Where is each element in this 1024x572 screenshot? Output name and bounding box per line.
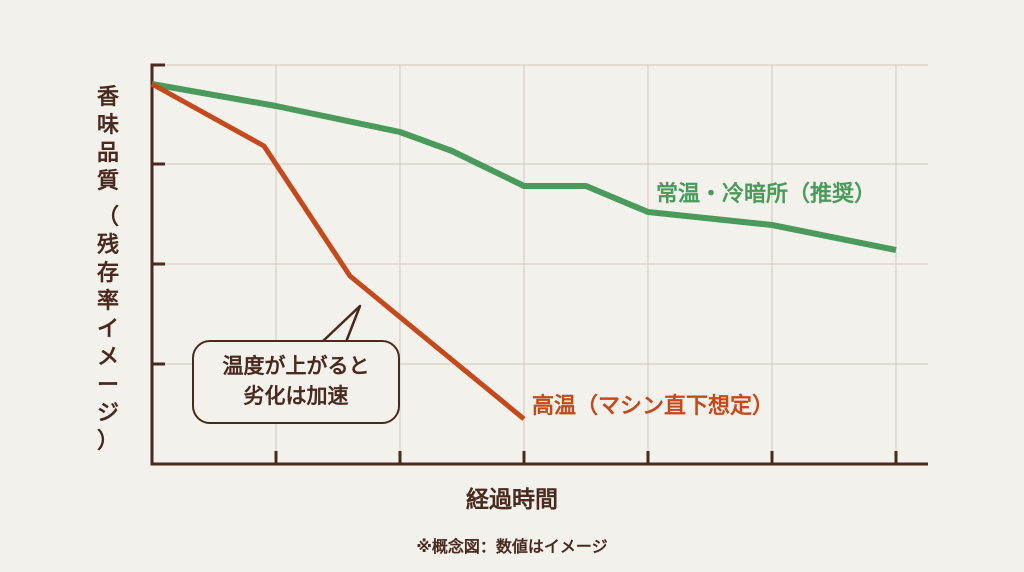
callout-line-1: 温度が上がると bbox=[222, 354, 370, 378]
y-char: （ bbox=[96, 205, 119, 230]
y-char: 品 bbox=[96, 141, 119, 166]
series-label-red: 高温（マシン直下想定） bbox=[532, 394, 775, 419]
callout-bubble: 温度が上がると 劣化は加速 bbox=[192, 340, 400, 424]
x-axis-label: 経過時間 bbox=[466, 487, 558, 513]
y-char: 質 bbox=[96, 169, 119, 194]
y-char: 率 bbox=[96, 289, 119, 314]
series-red-line bbox=[150, 81, 526, 421]
y-char: メ bbox=[96, 345, 119, 370]
bubble-tail bbox=[321, 304, 362, 343]
series-label-green: 常温・冷暗所（推奨） bbox=[656, 182, 877, 207]
axes bbox=[150, 63, 928, 466]
y-char: ジ bbox=[96, 401, 119, 426]
y-char: ー bbox=[96, 373, 119, 398]
footnote: ※概念図：数値はイメージ bbox=[416, 537, 608, 556]
y-char: 残 bbox=[96, 233, 119, 258]
y-char: 存 bbox=[96, 261, 119, 286]
y-char: 味 bbox=[96, 113, 119, 138]
y-char: イ bbox=[96, 317, 119, 342]
y-axis-label: 香 味 品 質 （ 残 存 率 イ メ ー ジ ） bbox=[92, 84, 124, 456]
series-green-line bbox=[151, 81, 897, 253]
y-char: ） bbox=[96, 429, 119, 454]
callout-line-2: 劣化は加速 bbox=[243, 384, 349, 408]
y-char: 香 bbox=[96, 85, 119, 110]
